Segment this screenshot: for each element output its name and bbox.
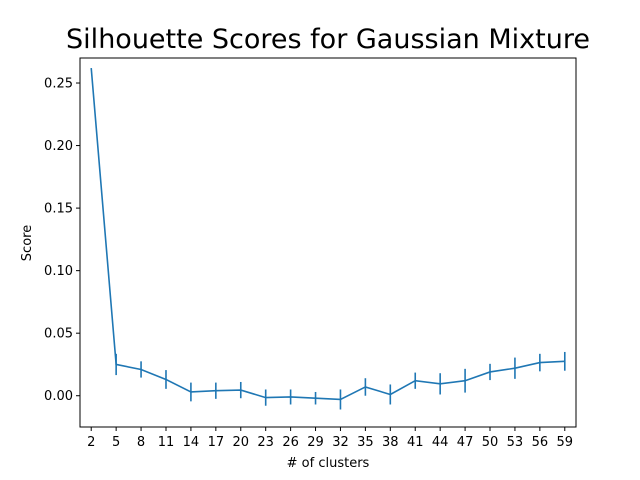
x-axis: 2 5 8 11 14 17 20 23 26 29 32 35 38 41 44 47 50 53 56 59 <box>87 427 573 450</box>
x-tick-label: 50 <box>482 435 499 450</box>
x-tick-label: 41 <box>407 435 424 450</box>
x-tick-label: 35 <box>357 435 374 450</box>
y-axis-label: Score <box>20 225 35 261</box>
series-layer <box>90 67 566 410</box>
x-tick-label: 32 <box>332 435 349 450</box>
x-tick-label: 20 <box>232 435 249 450</box>
x-tick-label: 56 <box>532 435 549 450</box>
y-tick-label: 0.20 <box>44 139 73 154</box>
x-tick-label: 11 <box>158 435 175 450</box>
x-tick-label: 53 <box>507 435 524 450</box>
y-tick-label: 0.05 <box>44 327 73 342</box>
y-tick-label: 0.00 <box>44 389 73 404</box>
chart-title: Silhouette Scores for Gaussian Mixture <box>66 24 590 55</box>
x-tick-label: 26 <box>282 435 299 450</box>
y-tick-label: 0.10 <box>44 264 73 279</box>
y-tick-label: 0.25 <box>44 77 73 92</box>
x-tick-label: 5 <box>112 435 120 450</box>
x-tick-label: 59 <box>557 435 574 450</box>
x-tick-label: 23 <box>257 435 274 450</box>
y-tick-label: 0.15 <box>44 202 73 217</box>
plot-area <box>79 57 577 428</box>
x-tick-label: 2 <box>87 435 95 450</box>
y-axis: 0.00 0.05 0.10 0.15 0.20 0.25 <box>44 77 80 404</box>
x-tick-label: 17 <box>208 435 225 450</box>
x-tick-label: 29 <box>307 435 324 450</box>
x-tick-label: 47 <box>457 435 474 450</box>
x-tick-label: 44 <box>432 435 449 450</box>
series-line <box>90 67 565 401</box>
x-tick-label: 8 <box>137 435 145 450</box>
x-axis-label: # of clusters <box>287 456 370 471</box>
x-tick-label: 38 <box>382 435 399 450</box>
x-tick-label: 14 <box>183 435 200 450</box>
